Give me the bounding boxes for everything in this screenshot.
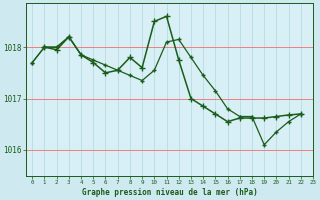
X-axis label: Graphe pression niveau de la mer (hPa): Graphe pression niveau de la mer (hPa) bbox=[82, 188, 258, 197]
